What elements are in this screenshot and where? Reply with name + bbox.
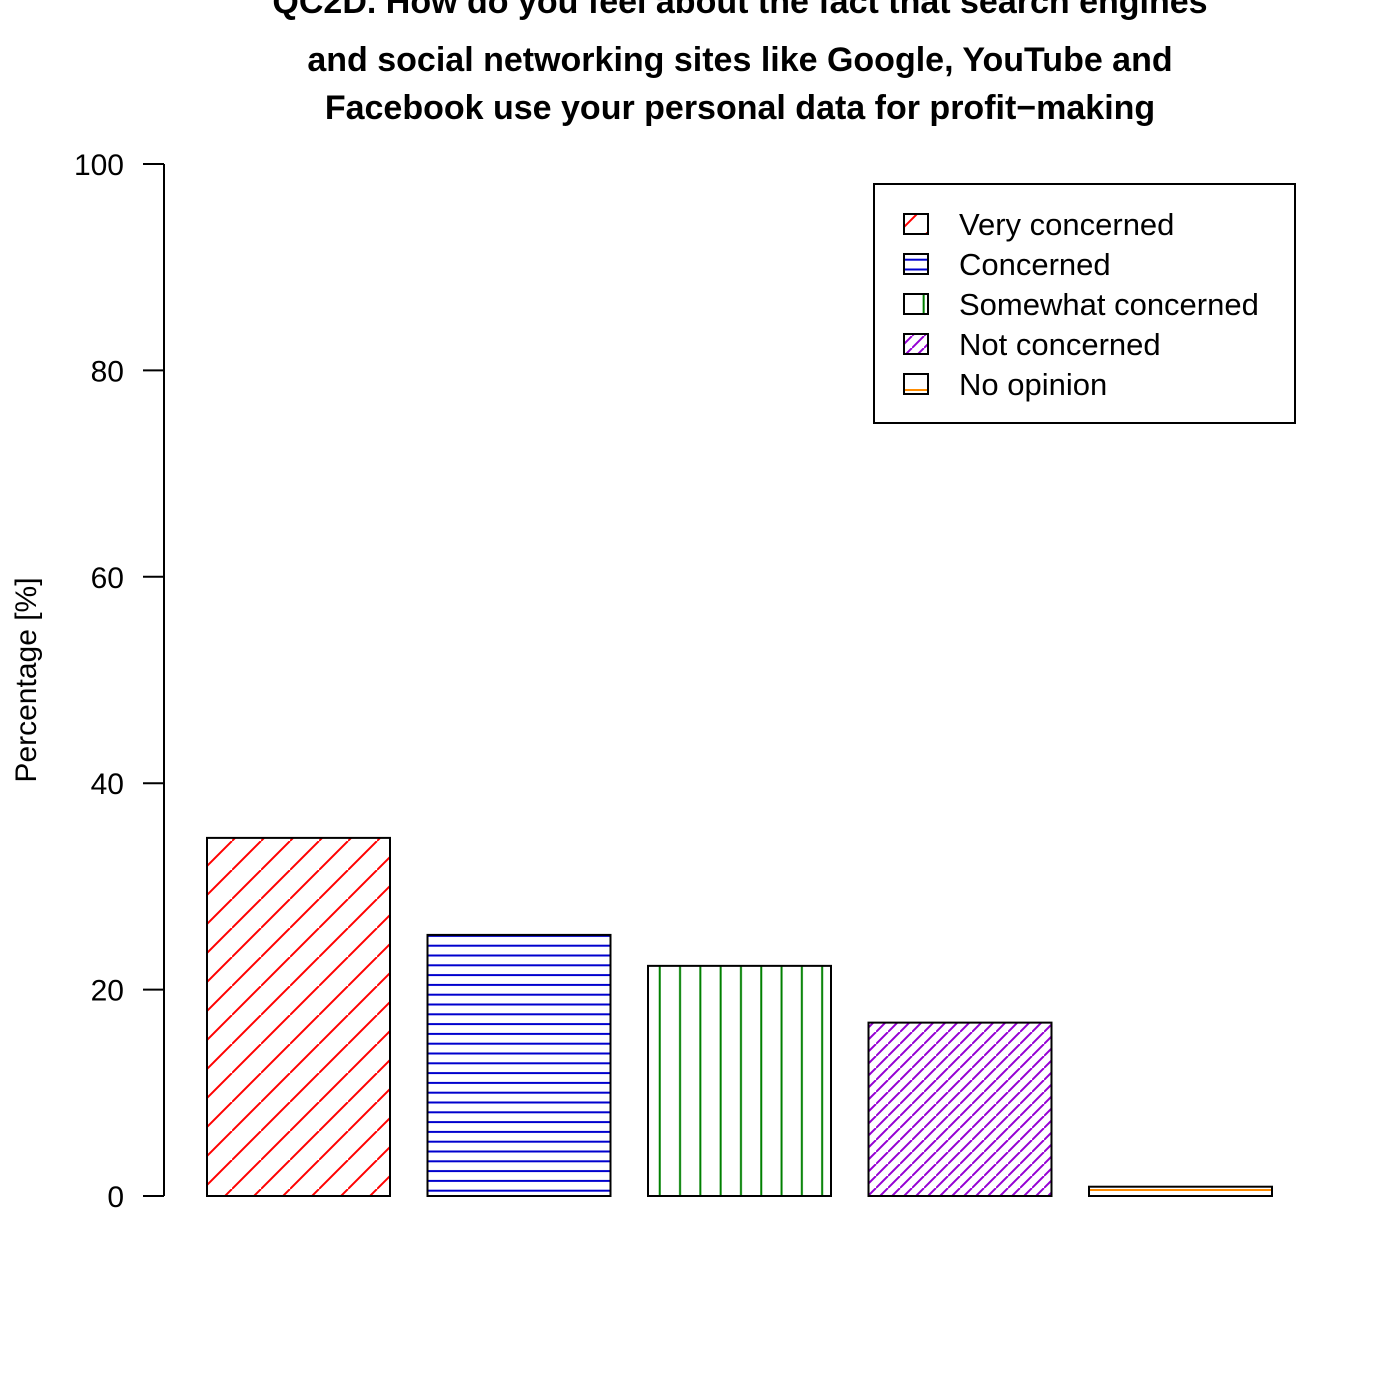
legend-box — [873, 183, 1296, 424]
y-tick-label: 60 — [91, 562, 124, 595]
bar-somewhat-concerned — [647, 964, 832, 1198]
y-tick-label: 100 — [74, 149, 124, 182]
y-tick-label: 20 — [91, 975, 124, 1008]
legend-label: Concerned — [959, 247, 1111, 282]
legend-swatch — [903, 213, 929, 235]
y-axis-label: Percentage [%] — [10, 577, 43, 782]
legend-swatch — [903, 253, 929, 275]
legend-label: Not concerned — [959, 327, 1161, 362]
legend-swatch — [903, 373, 929, 395]
y-tick-label: 80 — [91, 355, 124, 388]
y-axis: 0 20 40 60 80 100 — [74, 149, 165, 1214]
bars-group — [206, 836, 1273, 1198]
legend-label: No opinion — [959, 367, 1107, 402]
bar-no-opinion — [1088, 1185, 1273, 1198]
chart-title-line-2: and social networking sites like Google,… — [307, 41, 1172, 79]
legend-swatch — [903, 293, 929, 315]
bar-not-concerned — [867, 1021, 1053, 1198]
legend-swatch — [903, 333, 929, 355]
chart-title-line-1: QC2D. How do you feel about the fact tha… — [272, 0, 1207, 21]
chart-title-line-3: Facebook use your personal data for prof… — [325, 89, 1155, 127]
y-tick-label: 40 — [91, 768, 124, 801]
legend-label: Very concerned — [959, 207, 1174, 242]
legend-label: Somewhat concerned — [959, 287, 1259, 322]
y-tick-label: 0 — [107, 1181, 124, 1214]
bar-very-concerned — [206, 836, 391, 1197]
bar-concerned — [426, 933, 612, 1197]
chart-title: QC2D. How do you feel about the fact tha… — [272, 0, 1207, 127]
legend: Very concerned Concerned Somewhat concerne… — [873, 183, 1296, 424]
